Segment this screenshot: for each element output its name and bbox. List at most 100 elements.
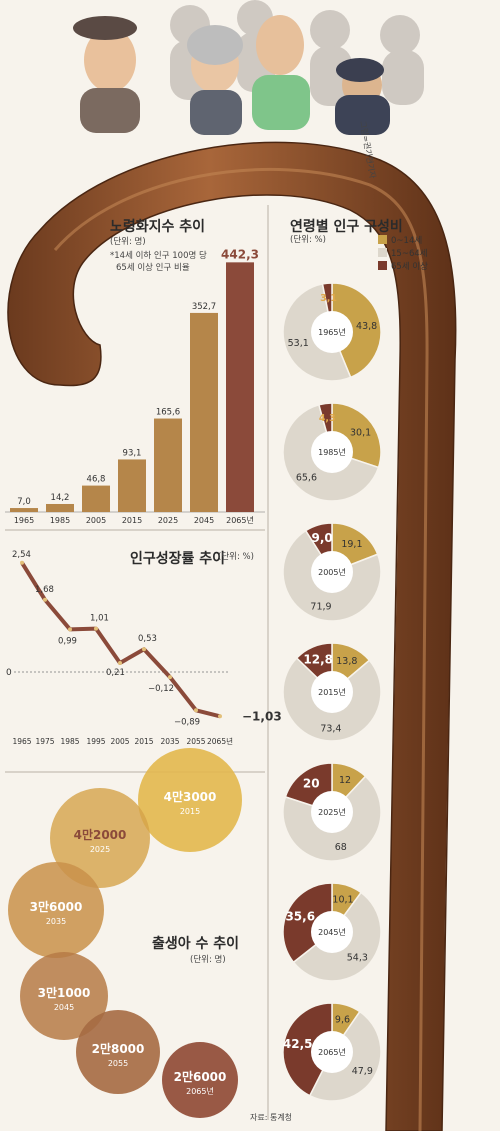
growth-rate-value-label: 1,01 xyxy=(90,614,109,624)
aging-index-year-label: 2025 xyxy=(158,516,178,525)
legend-label: 0~14세 xyxy=(391,236,422,246)
pie-value-label: 43,8 xyxy=(356,321,377,332)
pie-year-label: 2005년 xyxy=(318,567,346,577)
growth-rate-value-label: 0,99 xyxy=(58,636,77,646)
background-silhouettes xyxy=(170,0,424,106)
births-value-label: 2만8000 xyxy=(92,1041,145,1056)
elderly-figures-illustration xyxy=(73,15,390,135)
pie-value-label: 68 xyxy=(335,842,347,853)
aging-index-year-label: 1965 xyxy=(14,516,34,525)
pie-value-label: 20 xyxy=(303,776,320,790)
pie-year-label: 2045년 xyxy=(318,927,346,937)
births-bubble xyxy=(162,1042,238,1118)
aging-index-bar xyxy=(46,503,74,512)
growth-rate-point xyxy=(94,626,98,631)
growth-rate-title: 인구성장률 추이 xyxy=(130,551,226,567)
aging-index-bar xyxy=(82,485,110,512)
pie-value-label: 71,9 xyxy=(310,602,331,613)
aging-index-note-1: *14세 이하 인구 100명 당 xyxy=(110,251,207,261)
figure-cap-man xyxy=(73,16,140,133)
pie-center-hole xyxy=(311,311,353,353)
cane-highlight xyxy=(53,167,429,1131)
pie-value-label: 47,9 xyxy=(352,1066,373,1077)
births-bubble xyxy=(20,952,108,1040)
growth-rate-value-label: −0,89 xyxy=(174,717,200,727)
growth-rate-point xyxy=(168,675,172,680)
pie-value-label: 13,8 xyxy=(336,656,357,667)
pie-year-label: 2065년 xyxy=(318,1047,346,1057)
aging-index-value-label: 14,2 xyxy=(51,493,70,503)
aging-index-title: 노령화지수 추이 xyxy=(110,219,206,235)
growth-rate-point xyxy=(194,708,198,713)
growth-rate-value-label: −1,03 xyxy=(242,709,282,723)
legend-swatch xyxy=(378,235,387,244)
pie-year-label: 2025년 xyxy=(318,807,346,817)
legend-label: 15~64세 xyxy=(391,249,428,259)
births-bubble xyxy=(50,788,150,888)
age-composition-unit: (단위: %) xyxy=(290,235,326,245)
growth-rate-value-label: 1,68 xyxy=(35,585,54,595)
aging-index-bar xyxy=(118,459,146,512)
pie-value-label: 9,0 xyxy=(312,531,333,545)
growth-rate-year-label: 2015 xyxy=(134,737,153,746)
legend-swatch xyxy=(378,248,387,257)
pie-value-label: 53,1 xyxy=(288,338,309,349)
aging-index-value-label: 352,7 xyxy=(192,302,216,312)
growth-rate-point xyxy=(142,647,146,652)
growth-rate-point xyxy=(218,714,222,719)
aging-index-value-label: 442,3 xyxy=(221,247,259,261)
pie-slice xyxy=(282,1002,333,1097)
pie-value-label: 35,6 xyxy=(285,910,315,924)
pie-center-hole xyxy=(311,791,353,833)
births-value-label: 2만6000 xyxy=(174,1069,227,1084)
aging-index-year-label: 2015 xyxy=(122,516,142,525)
aging-index-year-label: 2065년 xyxy=(226,515,254,525)
births-value-label: 3만6000 xyxy=(30,899,83,914)
births-bubble xyxy=(8,862,104,958)
growth-rate-year-label: 2055 xyxy=(186,737,205,746)
pie-center-hole xyxy=(311,671,353,713)
aging-index-value-label: 7,0 xyxy=(17,497,31,507)
pie-value-label: 10,1 xyxy=(332,894,353,905)
births-year-label: 2065년 xyxy=(186,1086,214,1096)
growth-rate-value-label: −0,12 xyxy=(148,684,174,694)
births-bubble xyxy=(138,748,242,852)
growth-rate-line-chart: 0 2,54 1965 1,68 1975 0,99 1985 1,01 1995 0,21 200… xyxy=(6,550,282,746)
aging-index-value-label: 165,6 xyxy=(156,408,180,418)
walking-cane xyxy=(7,141,457,1131)
aging-index-year-label: 2005 xyxy=(86,516,106,525)
age-composition-pies: 0~14세 15~64세 65세 이상 43,8 53,1 3,1 1965년 30,1 65,… xyxy=(282,235,428,1102)
births-year-label: 2055 xyxy=(108,1059,128,1068)
figure-grey-hair-woman xyxy=(187,25,243,135)
legend-swatch xyxy=(378,261,387,270)
pie-value-label: 19,1 xyxy=(341,539,362,550)
aging-index-unit: (단위: 명) xyxy=(110,237,146,247)
pie-value-label: 3,1 xyxy=(320,293,337,304)
growth-rate-unit: (단위: %) xyxy=(218,552,254,562)
pie-value-label: 12 xyxy=(339,775,351,786)
aging-index-value-label: 46,8 xyxy=(87,475,106,485)
pie-center-hole xyxy=(311,1031,353,1073)
pie-slice xyxy=(282,882,333,964)
legend-label: 65세 이상 xyxy=(391,261,428,272)
aging-index-year-label: 1985 xyxy=(50,516,70,525)
births-unit: (단위: 명) xyxy=(190,955,226,965)
aging-index-bar xyxy=(10,508,38,512)
pie-center-hole xyxy=(311,911,353,953)
pie-year-label: 2015년 xyxy=(318,687,346,697)
pie-year-label: 1985년 xyxy=(318,447,346,457)
pie-value-label: 42,5 xyxy=(283,1037,313,1051)
growth-rate-value-label: 0,21 xyxy=(106,668,125,678)
pie-center-hole xyxy=(311,551,353,593)
births-bubbles: 4만3000 2015 4만2000 2025 3만6000 2035 3만1000 2045… xyxy=(8,748,242,1118)
growth-rate-point xyxy=(43,597,47,602)
growth-rate-year-label: 2005 xyxy=(110,737,129,746)
aging-index-bar xyxy=(190,312,218,512)
growth-rate-value-label: 2,54 xyxy=(12,550,31,560)
pie-value-label: 54,3 xyxy=(347,953,368,964)
age-composition-title: 연령별 인구 구성비 xyxy=(290,219,403,235)
growth-rate-year-label: 1975 xyxy=(35,737,54,746)
births-title: 출생아 수 추이 xyxy=(152,936,240,952)
pie-year-label: 1965년 xyxy=(318,327,346,337)
